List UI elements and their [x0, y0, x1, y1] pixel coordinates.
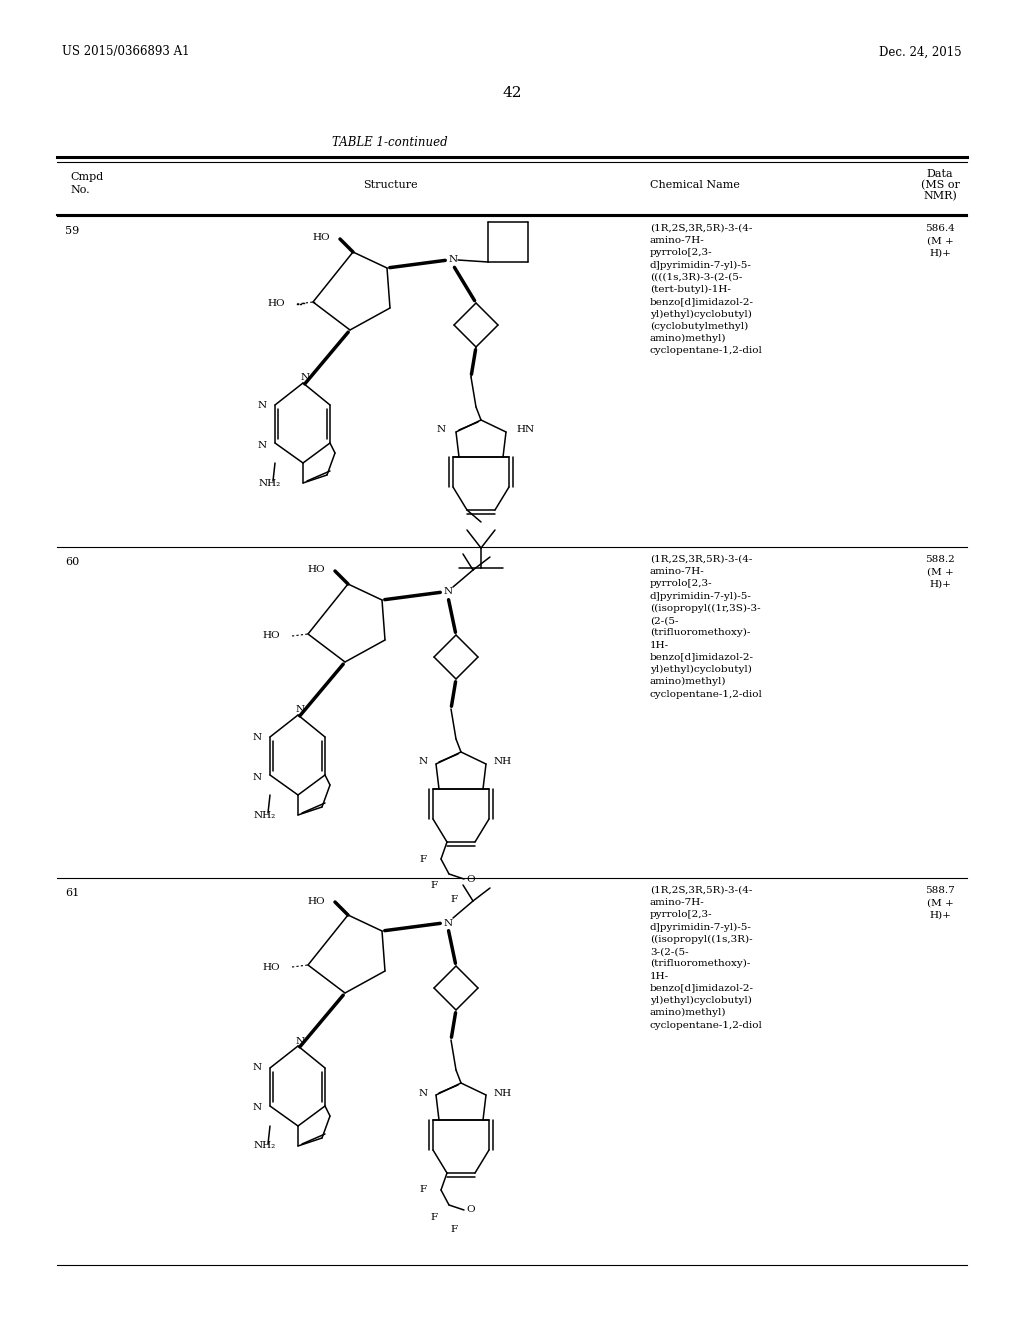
Text: HN: HN [516, 425, 535, 434]
Text: N: N [296, 705, 304, 714]
Text: Chemical Name: Chemical Name [650, 180, 740, 190]
Text: 586.4
(M +
H)+: 586.4 (M + H)+ [925, 224, 954, 257]
Text: N: N [300, 374, 309, 383]
Text: Cmpd: Cmpd [70, 172, 103, 182]
Text: HO: HO [312, 234, 330, 243]
Text: HO: HO [307, 896, 325, 906]
Text: TABLE 1-continued: TABLE 1-continued [332, 136, 447, 149]
Text: Dec. 24, 2015: Dec. 24, 2015 [880, 45, 962, 58]
Text: (1R,2S,3R,5R)-3-(4-
amino-7H-
pyrrolo[2,3-
d]pyrimidin-7-yl)-5-
((isopropyl((1r,: (1R,2S,3R,5R)-3-(4- amino-7H- pyrrolo[2,… [650, 554, 763, 698]
Text: No.: No. [70, 185, 90, 195]
Text: HO: HO [307, 565, 325, 574]
Text: 60: 60 [65, 557, 79, 568]
Text: (1R,2S,3R,5R)-3-(4-
amino-7H-
pyrrolo[2,3-
d]pyrimidin-7-yl)-5-
((((1s,3R)-3-(2-: (1R,2S,3R,5R)-3-(4- amino-7H- pyrrolo[2,… [650, 224, 763, 355]
Text: F: F [451, 895, 458, 903]
Text: O: O [467, 1205, 475, 1214]
Text: 59: 59 [65, 226, 79, 236]
Text: N: N [253, 772, 262, 781]
Text: F: F [420, 854, 427, 863]
Text: N: N [437, 425, 446, 434]
Text: NH: NH [494, 1089, 512, 1097]
Text: N: N [258, 400, 267, 409]
Text: N: N [296, 1036, 304, 1045]
Text: 588.2
(M +
H)+: 588.2 (M + H)+ [925, 554, 954, 589]
Text: HO: HO [262, 631, 280, 640]
Text: N: N [253, 1104, 262, 1113]
Text: (1R,2S,3R,5R)-3-(4-
amino-7H-
pyrrolo[2,3-
d]pyrimidin-7-yl)-5-
((isopropyl((1s,: (1R,2S,3R,5R)-3-(4- amino-7H- pyrrolo[2,… [650, 886, 763, 1030]
Text: NH: NH [494, 758, 512, 767]
Text: F: F [430, 882, 437, 891]
Text: N: N [449, 256, 458, 264]
Text: HO: HO [267, 300, 285, 309]
Text: US 2015/0366893 A1: US 2015/0366893 A1 [62, 45, 189, 58]
Text: N: N [443, 919, 453, 928]
Text: O: O [467, 874, 475, 883]
Text: (MS or: (MS or [921, 180, 959, 190]
Text: NH₂: NH₂ [254, 1142, 276, 1151]
Text: NMR): NMR) [923, 191, 956, 201]
Text: N: N [253, 1064, 262, 1072]
Text: F: F [451, 1225, 458, 1234]
Text: N: N [258, 441, 267, 450]
Text: N: N [419, 1089, 428, 1097]
Text: NH₂: NH₂ [254, 810, 276, 820]
Text: N: N [419, 758, 428, 767]
Text: F: F [430, 1213, 437, 1221]
Text: Data: Data [927, 169, 953, 180]
Text: HO: HO [262, 962, 280, 972]
Text: NH₂: NH₂ [259, 479, 282, 487]
Text: N: N [253, 733, 262, 742]
Text: Structure: Structure [362, 180, 418, 190]
Text: N: N [443, 587, 453, 597]
Text: 588.7
(M +
H)+: 588.7 (M + H)+ [925, 886, 954, 919]
Text: F: F [420, 1185, 427, 1195]
Text: 61: 61 [65, 888, 79, 898]
Text: 42: 42 [502, 86, 522, 100]
